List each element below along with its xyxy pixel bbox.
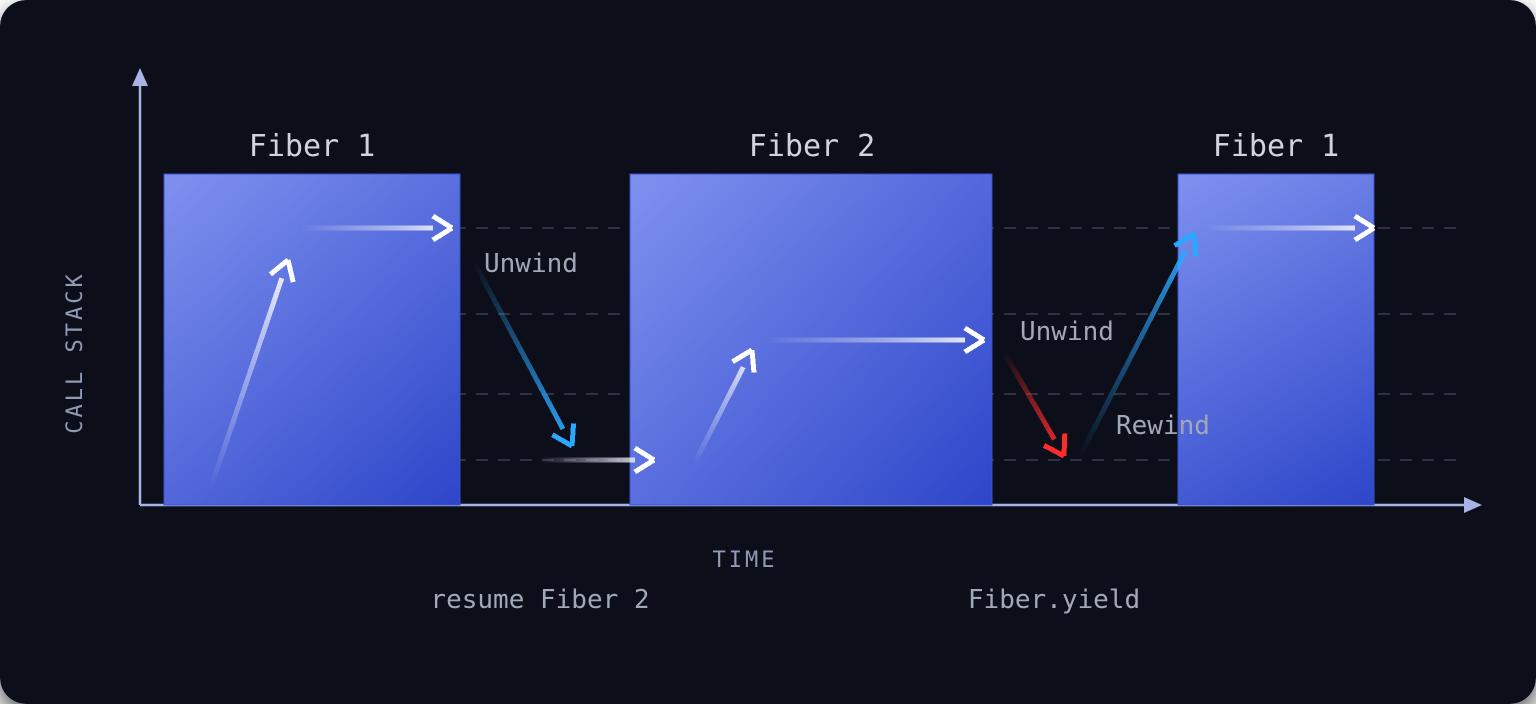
- fiber-1a-title: Fiber 1: [249, 129, 375, 164]
- y-axis-label: CALL STACK: [63, 271, 88, 433]
- rewind-label: Rewind: [1116, 411, 1210, 441]
- fiber-1b-rect: [1178, 174, 1374, 505]
- unwind-label-1: Unwind: [484, 249, 578, 279]
- diagram-card: CALL STACK TIME Fiber 1 Fiber 2 Fiber 1 Unwin…: [0, 0, 1536, 704]
- unwind-label-2: Unwind: [1020, 317, 1114, 347]
- fiber-1a-rect: [164, 174, 460, 505]
- arrow-grow-2-head-a: [752, 350, 754, 373]
- arrow-unwind-1-head-b: [572, 423, 574, 446]
- arrow-rewind-blue-head-a: [1194, 234, 1196, 257]
- fiber-2-title: Fiber 2: [749, 129, 875, 164]
- diagram-svg: CALL STACK TIME Fiber 1 Fiber 2 Fiber 1 Unwin…: [0, 0, 1536, 704]
- x-axis-label: TIME: [713, 548, 778, 573]
- resume-label: resume Fiber 2: [430, 585, 649, 615]
- fiber-1b-title: Fiber 1: [1213, 129, 1339, 164]
- yield-label: Fiber.yield: [968, 585, 1140, 615]
- arrow-unwind-2-red-head-b: [1064, 433, 1065, 456]
